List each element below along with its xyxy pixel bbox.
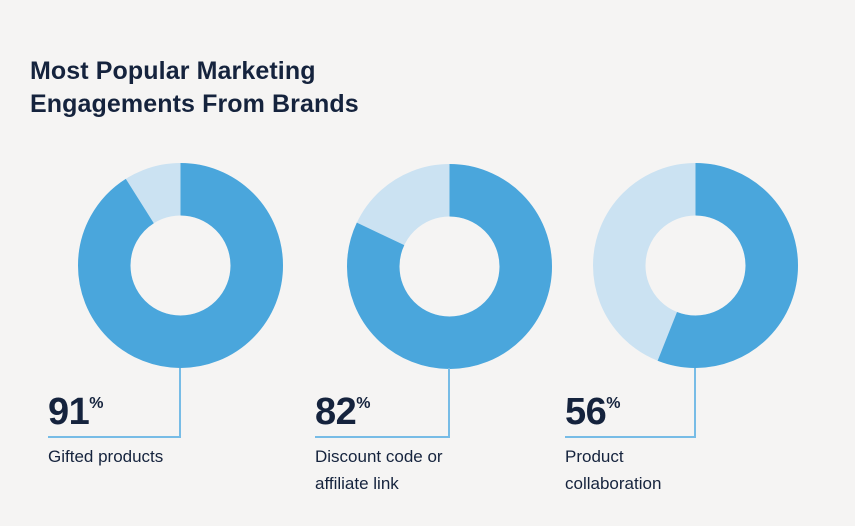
stat-block-gifted-products: 91% Gifted products [48, 392, 278, 470]
stat-value: 91% [48, 392, 278, 432]
donut-chart-product-collaboration [593, 163, 798, 368]
leader-line-vertical-1 [179, 368, 181, 438]
stat-label: Product collaboration [565, 447, 662, 493]
stat-label: Gifted products [48, 447, 164, 466]
stat-number: 91 [48, 391, 90, 433]
stat-block-product-collaboration: 56% Product collaboration [565, 392, 795, 497]
stat-unit-percent: % [356, 395, 371, 412]
leader-line-horizontal-1 [48, 436, 181, 438]
stat-value: 56% [565, 392, 795, 432]
leader-line-vertical-3 [694, 368, 696, 438]
stat-unit-percent: % [606, 395, 621, 412]
stat-label: Discount code or affiliate link [315, 447, 443, 493]
stat-number: 82 [315, 391, 357, 433]
stat-number: 56 [565, 391, 607, 433]
leader-line-vertical-2 [448, 368, 450, 438]
leader-line-horizontal-3 [565, 436, 696, 438]
chart-title: Most Popular Marketing Engagements From … [30, 56, 359, 118]
stat-unit-percent: % [89, 395, 104, 412]
donut-chart-discount-code [347, 164, 552, 369]
donut-chart-gifted-products [78, 163, 283, 368]
stat-block-discount-code: 82% Discount code or affiliate link [315, 392, 545, 497]
leader-line-horizontal-2 [315, 436, 450, 438]
stat-value: 82% [315, 392, 545, 432]
